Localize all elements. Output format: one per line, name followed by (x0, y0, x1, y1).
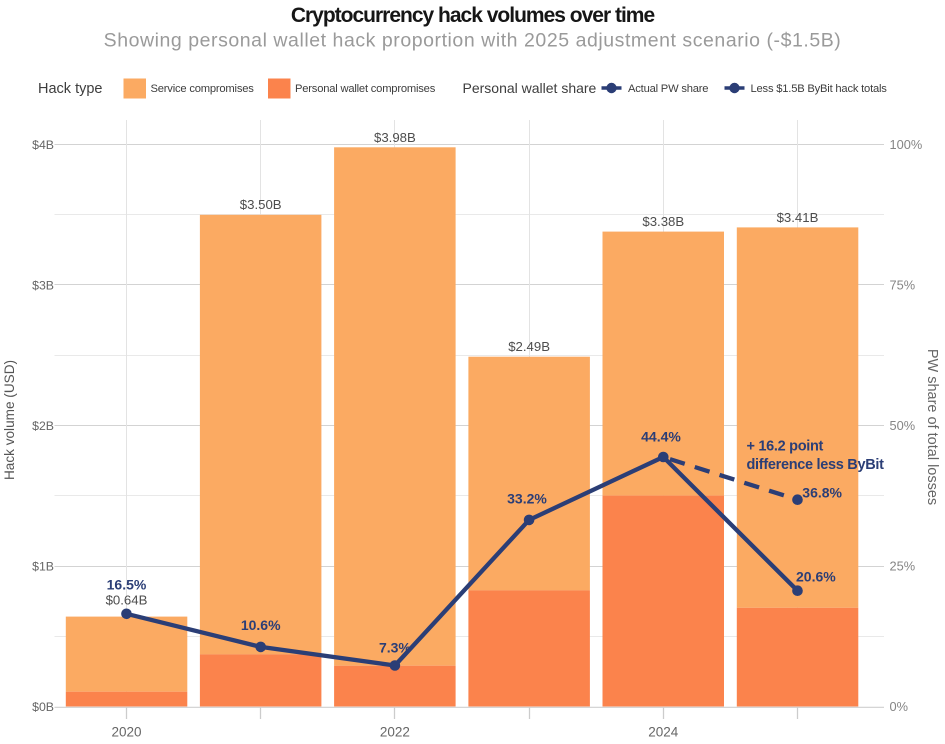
svg-text:Showing personal wallet hack p: Showing personal wallet hack proportion … (104, 30, 842, 52)
svg-text:$1B: $1B (32, 560, 54, 574)
svg-text:$3B: $3B (32, 279, 54, 293)
svg-text:difference less ByBit: difference less ByBit (747, 457, 885, 473)
svg-text:25%: 25% (890, 559, 916, 574)
svg-text:$0.64B: $0.64B (106, 593, 148, 608)
svg-text:36.8%: 36.8% (802, 484, 842, 500)
svg-text:$0B: $0B (32, 700, 54, 714)
svg-text:$2B: $2B (32, 419, 54, 433)
svg-text:$3.41B: $3.41B (777, 210, 819, 225)
svg-text:Actual PW share: Actual PW share (628, 83, 708, 95)
svg-text:+ 16.2 point: + 16.2 point (747, 438, 824, 454)
svg-text:2024: 2024 (648, 725, 679, 740)
svg-text:$3.50B: $3.50B (240, 197, 282, 212)
svg-text:$2.49B: $2.49B (508, 339, 550, 354)
svg-text:50%: 50% (890, 418, 916, 433)
svg-text:2022: 2022 (380, 725, 410, 740)
svg-text:7.3%: 7.3% (379, 639, 411, 655)
svg-text:16.5%: 16.5% (107, 576, 147, 592)
svg-text:Hack type: Hack type (38, 81, 102, 97)
svg-text:33.2%: 33.2% (507, 490, 547, 506)
svg-text:$4B: $4B (32, 138, 54, 152)
svg-text:Service compromises: Service compromises (151, 83, 255, 95)
svg-text:100%: 100% (890, 137, 923, 152)
svg-text:20.6%: 20.6% (796, 568, 836, 584)
svg-text:Less $1.5B ByBit hack totals: Less $1.5B ByBit hack totals (751, 83, 888, 95)
svg-text:Personal wallet share: Personal wallet share (463, 80, 597, 96)
svg-text:10.6%: 10.6% (241, 617, 281, 633)
svg-text:75%: 75% (890, 278, 916, 293)
svg-text:$3.38B: $3.38B (642, 214, 684, 229)
svg-text:Personal wallet compromises: Personal wallet compromises (295, 83, 436, 95)
svg-text:$3.98B: $3.98B (374, 130, 416, 145)
svg-text:PW share of total losses: PW share of total losses (924, 349, 940, 505)
svg-text:Hack volume (USD): Hack volume (USD) (2, 360, 17, 480)
svg-text:0%: 0% (890, 699, 909, 714)
svg-text:44.4%: 44.4% (641, 428, 681, 444)
svg-text:Cryptocurrency hack volumes ov: Cryptocurrency hack volumes over time (291, 4, 655, 27)
svg-text:2020: 2020 (111, 725, 141, 740)
